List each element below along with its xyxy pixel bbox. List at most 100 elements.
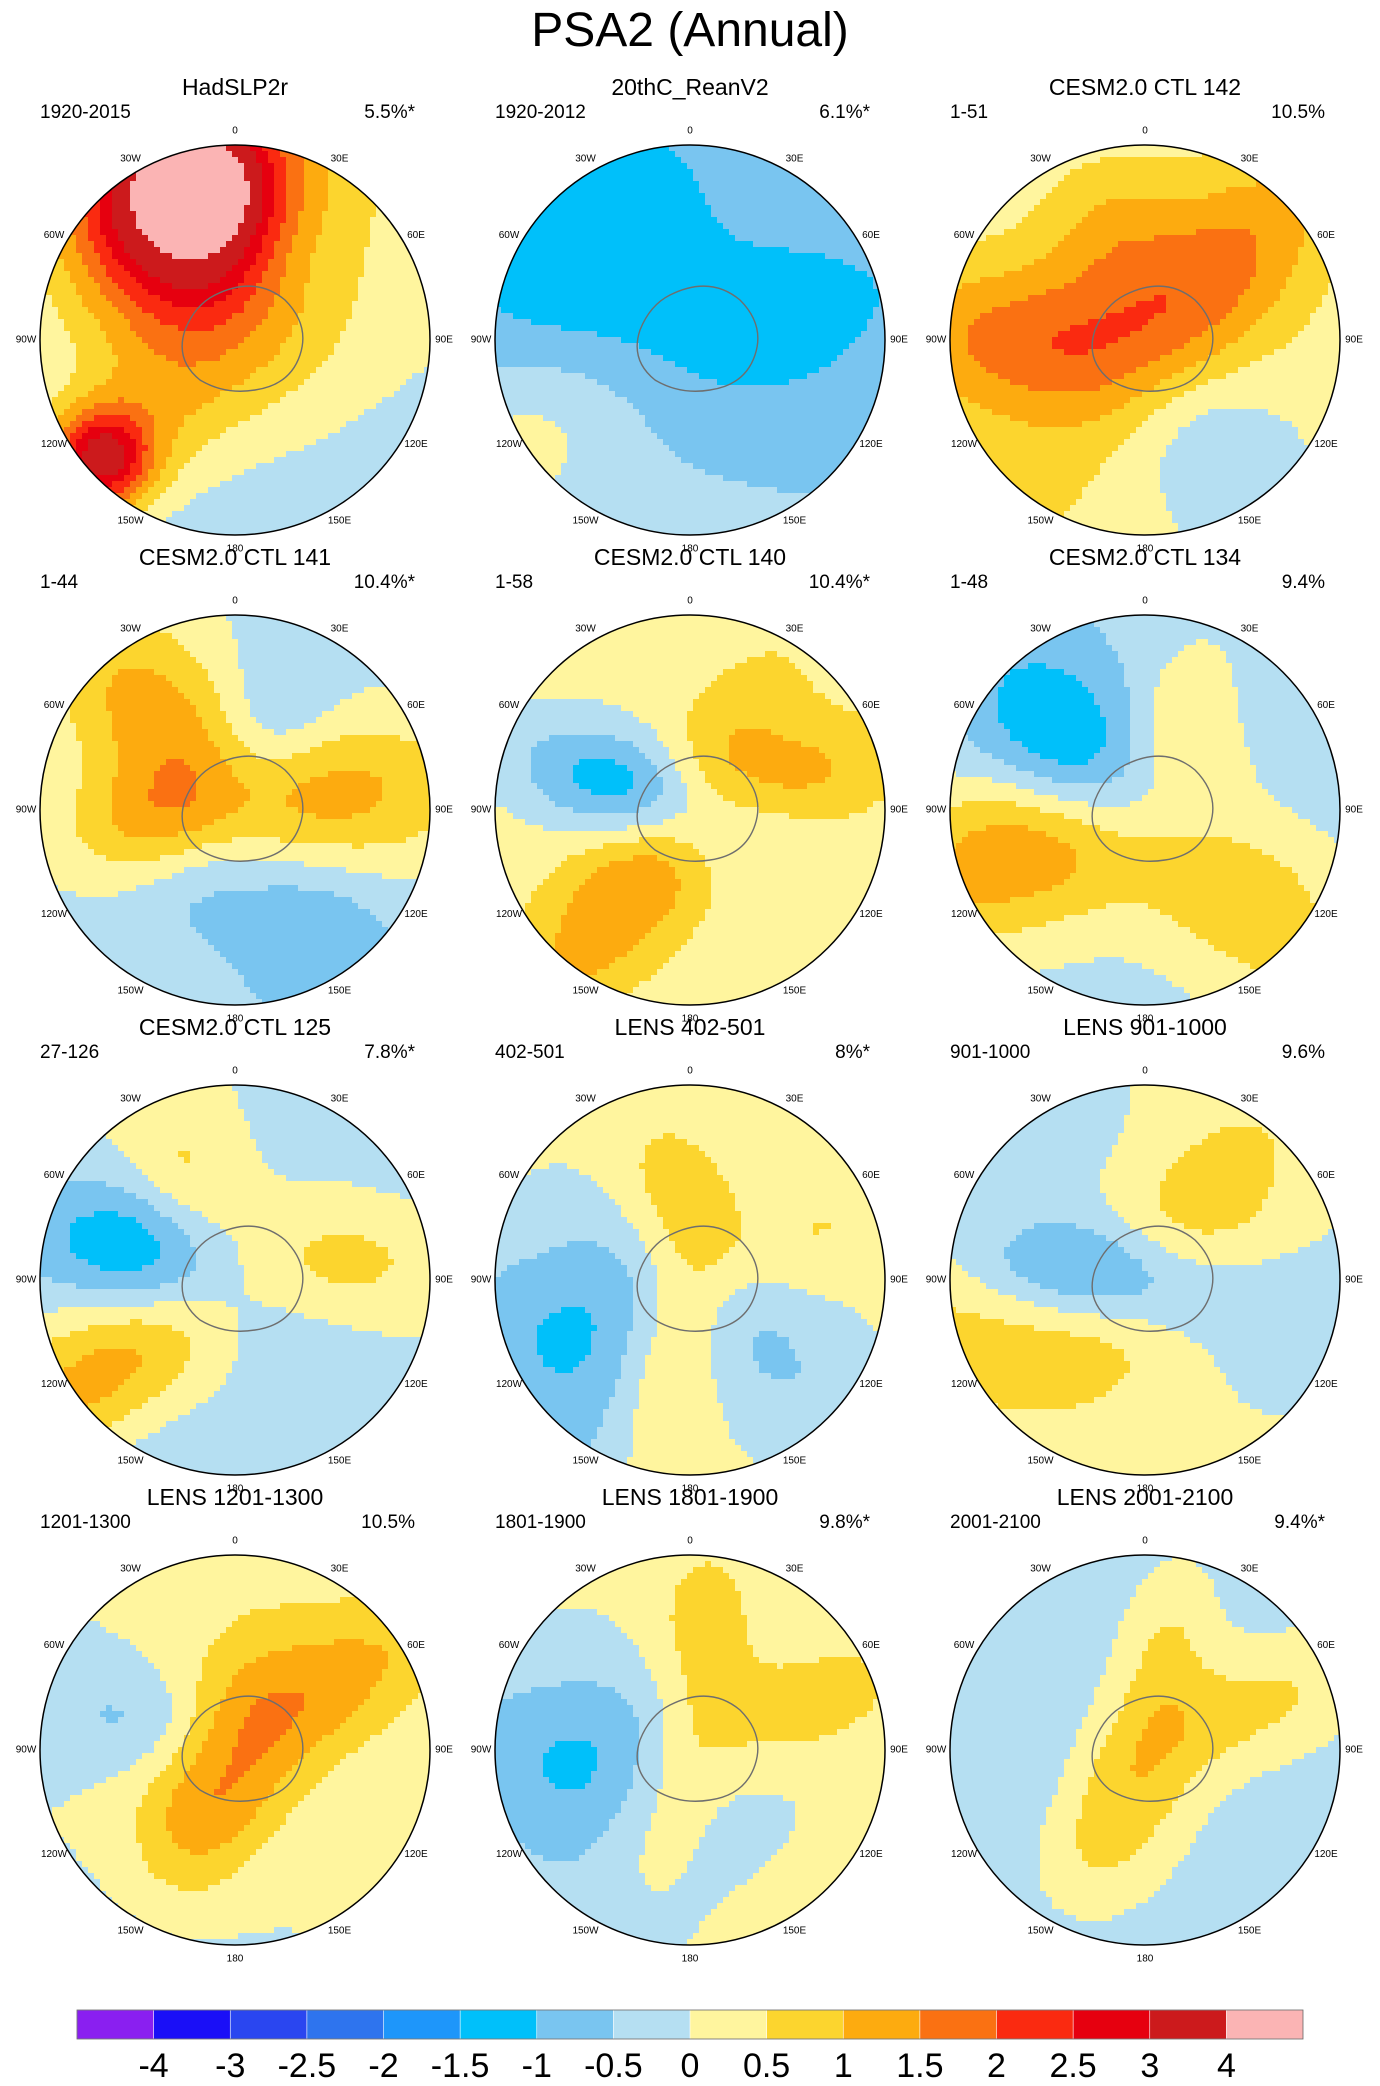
panel-period: 1-58	[495, 572, 533, 593]
longitude-label: 150E	[1238, 1926, 1262, 1937]
colorbar-swatch	[919, 2009, 998, 2040]
panel-variance: 9.4%*	[1274, 1512, 1325, 1533]
longitude-label: 30E	[331, 1564, 349, 1575]
longitude-label: 180	[682, 1954, 699, 1965]
panel-title: CESM2.0 CTL 142	[1049, 74, 1241, 100]
longitude-label: 30W	[1030, 624, 1051, 635]
coastline	[181, 1695, 304, 1802]
longitude-label: 90E	[435, 1275, 453, 1286]
figure-title: PSA2 (Annual)	[531, 4, 849, 57]
panel-variance: 6.1%*	[819, 102, 870, 123]
panel-grid: 0 30E 60E 90E 120E 150E 180 150W 120W 90W 60W 30W Ha…	[16, 74, 1364, 1965]
colorbar-swatch	[229, 2009, 308, 2040]
longitude-label: 60E	[862, 1640, 880, 1651]
longitude-label: 150E	[328, 1456, 352, 1467]
longitude-label: 30E	[786, 1564, 804, 1575]
longitude-label: 150W	[572, 986, 599, 997]
longitude-label: 30E	[786, 624, 804, 635]
longitude-label: 120E	[404, 1379, 428, 1390]
panel-variance: 9.8%*	[819, 1512, 870, 1533]
longitude-label: 180	[227, 1484, 244, 1495]
longitude-label: 90E	[1345, 1745, 1363, 1756]
panel-variance: 9.6%	[1282, 1042, 1325, 1063]
longitude-label: 150W	[1027, 1926, 1054, 1937]
map-panel: 0 30E 60E 90E 120E 150E 180 150W 120W 90W 60W 30W LE…	[16, 1484, 454, 1965]
panel-variance: 10.4%*	[354, 572, 416, 593]
coastline	[1091, 1225, 1214, 1332]
map-boundary	[39, 614, 431, 1006]
map-panel: 0 30E 60E 90E 120E 150E 180 150W 120W 90W 60W 30W CE…	[926, 74, 1364, 555]
longitude-label: 30E	[1241, 154, 1259, 165]
panel-variance: 10.5%	[361, 1512, 415, 1533]
colorbar-tick-label: 1.5	[896, 2047, 943, 2085]
map-boundary	[949, 1554, 1341, 1946]
panel-title: HadSLP2r	[182, 74, 288, 100]
longitude-label: 0	[232, 1536, 238, 1547]
colorbar-swatch	[383, 2009, 461, 2040]
longitude-label: 60W	[499, 700, 520, 711]
colorbar-tick-label: 0	[681, 2047, 700, 2085]
map-panel: 0 30E 60E 90E 120E 150E 180 150W 120W 90W 60W 30W LE…	[471, 1014, 909, 1495]
longitude-label: 180	[682, 1484, 699, 1495]
longitude-label: 90E	[435, 1745, 453, 1756]
longitude-label: 90W	[471, 335, 492, 346]
panel-title: CESM2.0 CTL 140	[594, 544, 786, 570]
longitude-label: 30E	[1241, 624, 1259, 635]
panel-variance: 10.4%*	[809, 572, 871, 593]
longitude-label: 120E	[1314, 909, 1338, 920]
longitude-label: 90W	[471, 1745, 492, 1756]
colorbar-tick-label: -1.5	[431, 2047, 490, 2085]
longitude-label: 180	[227, 544, 244, 555]
colorbar-swatch	[842, 2009, 921, 2040]
longitude-label: 60E	[862, 230, 880, 241]
longitude-label: 30W	[575, 1564, 596, 1575]
map-boundary	[949, 1084, 1341, 1476]
map-panel: 0 30E 60E 90E 120E 150E 180 150W 120W 90W 60W 30W LE…	[471, 1484, 909, 1965]
field-raster	[950, 1555, 1340, 1945]
longitude-label: 120W	[496, 909, 523, 920]
longitude-label: 90W	[16, 335, 37, 346]
panel-variance: 5.5%*	[364, 102, 415, 123]
map-boundary	[39, 144, 431, 536]
longitude-label: 120E	[1314, 1849, 1338, 1860]
panel-period: 1920-2012	[495, 102, 586, 123]
longitude-label: 150E	[328, 516, 352, 527]
longitude-label: 30E	[1241, 1564, 1259, 1575]
longitude-label: 30E	[331, 154, 349, 165]
longitude-label: 0	[1142, 1066, 1148, 1077]
colorbar-swatch	[613, 2009, 691, 2040]
longitude-label: 60W	[499, 230, 520, 241]
longitude-label: 30E	[1241, 1094, 1259, 1105]
longitude-label: 90W	[926, 805, 947, 816]
longitude-label: 60W	[499, 1640, 520, 1651]
longitude-label: 150E	[328, 986, 352, 997]
longitude-label: 90W	[471, 1275, 492, 1286]
longitude-label: 120W	[41, 1849, 68, 1860]
longitude-label: 150W	[117, 1926, 144, 1937]
colorbar-tick-label: 1	[834, 2047, 853, 2085]
longitude-label: 90E	[890, 1275, 908, 1286]
map-panel: 0 30E 60E 90E 120E 150E 180 150W 120W 90W 60W 30W Ha…	[16, 74, 454, 555]
longitude-label: 180	[227, 1954, 244, 1965]
longitude-label: 90W	[16, 1745, 37, 1756]
longitude-label: 90E	[890, 805, 908, 816]
map-panel: 0 30E 60E 90E 120E 150E 180 150W 120W 90W 60W 30W LE…	[926, 1484, 1364, 1965]
field-raster	[495, 615, 885, 1005]
longitude-label: 90W	[926, 1745, 947, 1756]
longitude-label: 60E	[1317, 1640, 1335, 1651]
longitude-label: 120E	[859, 1849, 883, 1860]
longitude-label: 90W	[16, 1275, 37, 1286]
longitude-label: 0	[1142, 596, 1148, 607]
longitude-label: 120W	[951, 1849, 978, 1860]
colorbar-tick-label: -2	[368, 2047, 398, 2085]
panel-period: 402-501	[495, 1042, 565, 1063]
longitude-label: 0	[232, 126, 238, 137]
longitude-label: 150W	[117, 516, 144, 527]
longitude-label: 60E	[862, 700, 880, 711]
longitude-label: 90E	[1345, 1275, 1363, 1286]
colorbar-tick-label: -2.5	[278, 2047, 337, 2085]
longitude-label: 120W	[496, 1379, 523, 1390]
longitude-label: 120W	[41, 1379, 68, 1390]
longitude-label: 0	[687, 126, 693, 137]
longitude-label: 180	[1137, 1014, 1154, 1025]
